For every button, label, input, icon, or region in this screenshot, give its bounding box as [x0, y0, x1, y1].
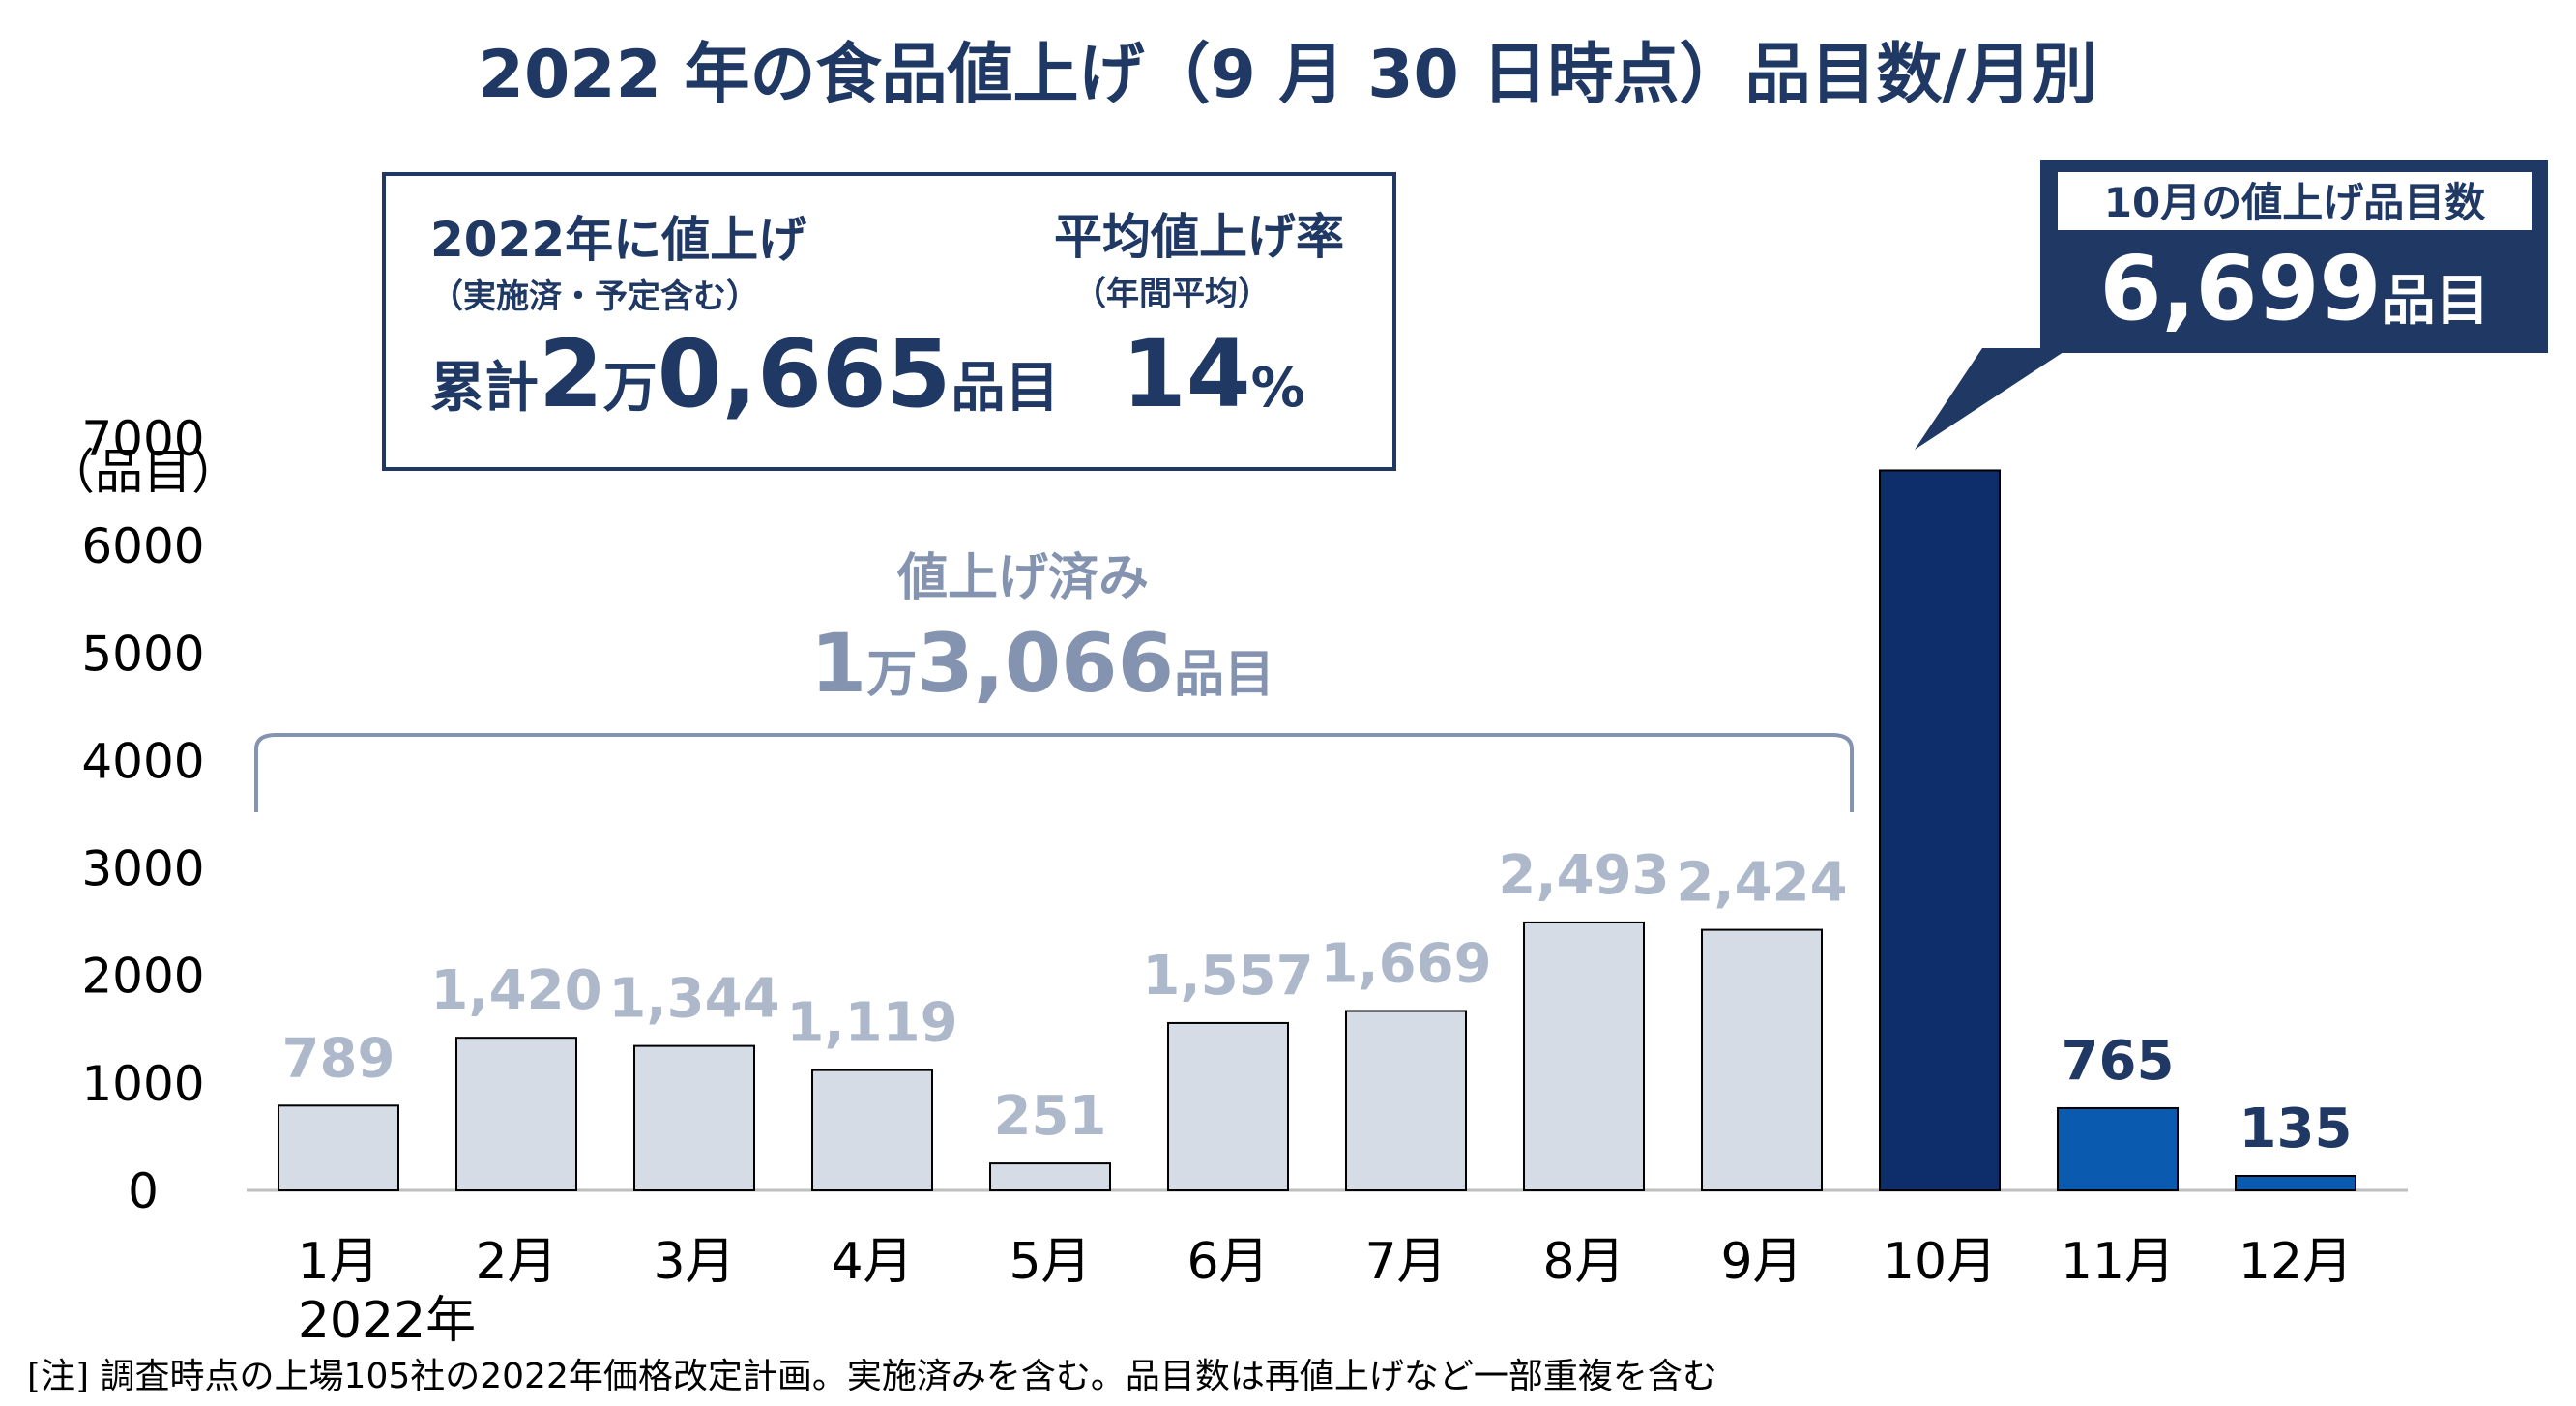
x-tick-label: 10月: [1883, 1233, 1997, 1291]
october-callout: 10月の値上げ品目数 6,699品目: [1915, 160, 2548, 450]
bar-12: [2235, 1174, 2356, 1192]
done-unit1: 万: [866, 646, 917, 704]
bar-5: [989, 1162, 1111, 1192]
data-label-7: 1,669: [1320, 933, 1491, 996]
x-axis: 1月 2月 3月 4月 5月 6月 7月 8月 9月 10月 11月 12月: [297, 1233, 2353, 1291]
x-tick-label: 6月: [1186, 1233, 1269, 1291]
callout-header-box: [2058, 172, 2532, 230]
done-num1: 1: [810, 616, 866, 711]
done-num2: 3,066: [917, 616, 1174, 711]
data-label-12: 135: [2239, 1098, 2353, 1160]
bar-3: [633, 1044, 755, 1192]
data-label-3: 1,344: [608, 968, 779, 1031]
data-label-11: 765: [2062, 1030, 2175, 1093]
y-tick-label: 1000: [81, 1056, 204, 1112]
callout-num: 6,699: [2099, 237, 2381, 340]
x-tick-label: 7月: [1364, 1233, 1447, 1291]
x-tick-label: 11月: [2061, 1233, 2175, 1291]
data-label-9: 2,424: [1676, 852, 1847, 915]
data-label-8: 2,493: [1498, 844, 1669, 907]
summary-prefix: 累計: [430, 357, 539, 420]
x-tick-label: 2月: [475, 1233, 557, 1291]
y-axis-label: （品目）: [46, 444, 240, 500]
y-tick-label: 4000: [81, 733, 204, 789]
x-tick-label: 3月: [653, 1233, 735, 1291]
bar-10: [1879, 469, 2001, 1192]
summary-average-heading: 平均値上げ率: [1054, 209, 1344, 265]
summary-unit1: 万: [603, 357, 658, 420]
y-axis: 0 1000 2000 3000 4000 5000 6000 7000: [81, 411, 204, 1219]
summary-unit2: 品目: [951, 357, 1059, 420]
bar-9: [1701, 928, 1823, 1191]
data-label-2: 1,420: [430, 959, 601, 1022]
summary-cumulative-heading: 2022年に値上げ: [430, 212, 806, 268]
callout-heading: 10月の値上げ品目数: [2104, 179, 2485, 226]
y-tick-label: 2000: [81, 949, 204, 1005]
summary-cumulative-total: 累計2万0,665品目: [430, 320, 1059, 428]
x-tick-label: 12月: [2239, 1233, 2353, 1291]
y-tick-label: 0: [128, 1163, 159, 1219]
y-tick-label: 3000: [81, 841, 204, 897]
callout-pointer: [1915, 348, 2069, 450]
bar-1: [278, 1104, 399, 1191]
data-label-5: 251: [994, 1085, 1107, 1148]
already-raised-annotation: 値上げ済み 1万3,066品目: [254, 549, 1854, 812]
callout-value: 6,699品目: [2099, 237, 2489, 340]
y-tick-label: 6000: [81, 518, 204, 574]
bar-11: [2057, 1106, 2179, 1191]
data-label-1: 789: [282, 1027, 395, 1090]
y-tick-label: 7000: [81, 411, 204, 467]
data-label-6: 1,557: [1142, 945, 1313, 1008]
bar-2: [455, 1037, 577, 1191]
year-label: 2022年: [298, 1292, 476, 1350]
bar-4: [811, 1069, 933, 1191]
summary-num2: 0,665: [658, 320, 951, 428]
already-raised-bracket: [254, 733, 1854, 812]
summary-box: 2022年に値上げ （実施済・予定含む） 累計2万0,665品目 平均値上げ率 …: [382, 172, 1396, 471]
x-tick-label: 1月: [297, 1233, 379, 1291]
bar-7: [1345, 1010, 1467, 1191]
chart-title: 2022 年の食品値上げ（9 月 30 日時点）品目数/月別: [479, 37, 2098, 113]
x-tick-label: 8月: [1542, 1233, 1625, 1291]
footnote: [注] 調査時点の上場105社の2022年価格改定計画。実施済みを含む。品目数は…: [27, 1357, 1717, 1396]
callout-unit: 品目: [2382, 270, 2490, 333]
summary-average-rate: 14%: [1122, 320, 1305, 428]
summary-num1: 2: [539, 320, 603, 428]
bar-series: [278, 469, 2356, 1192]
data-label-4: 1,119: [786, 992, 957, 1055]
already-raised-total: 1万3,066品目: [810, 616, 1274, 711]
already-raised-heading: 値上げ済み: [896, 549, 1149, 607]
x-tick-label: 9月: [1720, 1233, 1802, 1291]
summary-cumulative-subheading: （実施済・予定含む）: [430, 278, 759, 316]
done-unit2: 品目: [1174, 646, 1274, 704]
bar-6: [1167, 1021, 1289, 1191]
summary-rate-num: 14: [1122, 320, 1251, 428]
summary-average-subheading: （年間平均）: [1073, 275, 1271, 313]
x-tick-label: 5月: [1009, 1233, 1091, 1291]
x-tick-label: 4月: [831, 1233, 913, 1291]
bar-8: [1523, 921, 1645, 1191]
y-tick-label: 5000: [81, 626, 204, 682]
summary-rate-unit: %: [1251, 357, 1305, 420]
